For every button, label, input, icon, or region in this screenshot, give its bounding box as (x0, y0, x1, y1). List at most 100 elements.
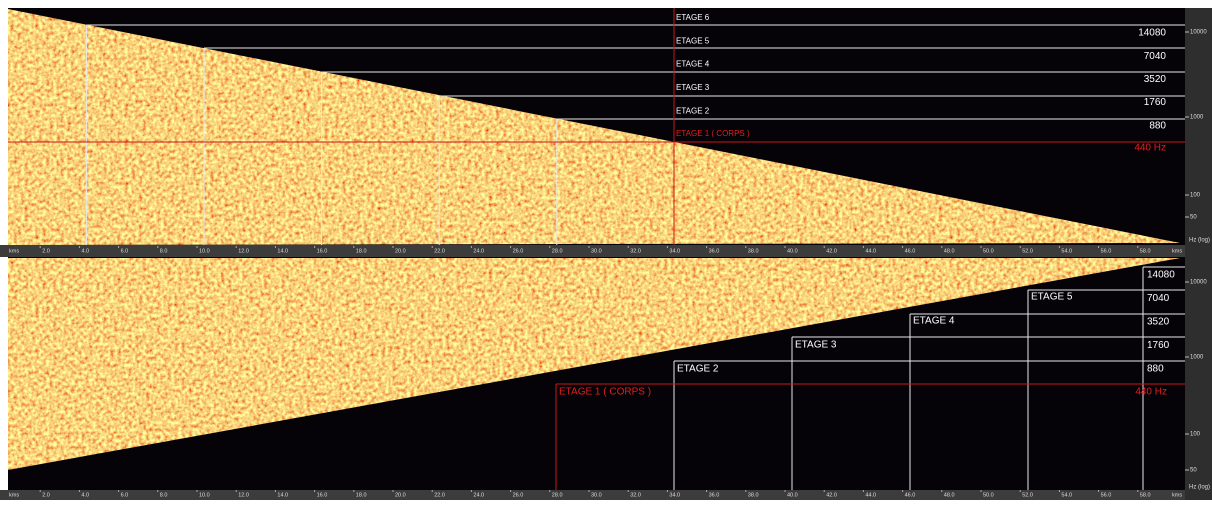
time-tick-label: 26.0 (513, 248, 524, 254)
time-tick-label: 44.0 (865, 248, 876, 254)
time-tick-label: 50.0 (983, 492, 994, 498)
time-tick-label: 34.0 (669, 492, 680, 498)
time-tick-label: 28.0 (552, 248, 563, 254)
stage-label: ETAGE 4 (913, 316, 955, 327)
time-tick-label: 48.0 (944, 248, 955, 254)
frequency-label: 3520 (1147, 317, 1170, 328)
stage-label: ETAGE 2 (677, 364, 719, 375)
time-tick-label: 4.0 (81, 492, 89, 498)
time-tick-label: 40.0 (787, 492, 798, 498)
time-tick-label: 28.0 (552, 492, 563, 498)
top-time-axis (0, 245, 1185, 257)
frequency-label: 1760 (1147, 340, 1170, 351)
frequency-tick-label: 10000 (1190, 280, 1207, 286)
time-tick-label: 2.0 (42, 492, 50, 498)
time-tick-label: 20.0 (395, 248, 406, 254)
time-tick-label: 26.0 (513, 492, 524, 498)
time-tick-label: 44.0 (865, 492, 876, 498)
frequency-tick-label: 50 (1190, 215, 1197, 221)
bottom-frequency-axis (1185, 257, 1212, 500)
time-tick-label: 40.0 (787, 248, 798, 254)
time-tick-label: 48.0 (944, 492, 955, 498)
top-frequency-axis (1185, 8, 1212, 257)
time-tick-label: 38.0 (748, 492, 759, 498)
time-tick-label: 30.0 (591, 492, 602, 498)
bottom-spectrum (8, 258, 1180, 470)
time-tick-label: 36.0 (709, 492, 720, 498)
frequency-tick-label: 10000 (1190, 30, 1207, 36)
body-stage-label: ETAGE 1 ( CORPS ) (676, 129, 750, 138)
frequency-label: 880 (1147, 364, 1164, 375)
time-tick-label: 10.0 (199, 492, 210, 498)
axis-unit: kms (1172, 248, 1182, 254)
time-tick-label: 14.0 (277, 248, 288, 254)
time-tick-label: 56.0 (1101, 248, 1112, 254)
frequency-label: 7040 (1147, 293, 1170, 304)
time-tick-label: 56.0 (1101, 492, 1112, 498)
frequency-label: 14080 (1138, 28, 1166, 39)
frequency-label: 14080 (1147, 270, 1175, 281)
body-stage-label: ETAGE 1 ( CORPS ) (559, 387, 651, 398)
time-tick-label: 8.0 (160, 248, 168, 254)
time-tick-label: 36.0 (709, 248, 720, 254)
stage-label: ETAGE 6 (676, 13, 710, 22)
time-tick-label: 20.0 (395, 492, 406, 498)
time-tick-label: 54.0 (1061, 492, 1072, 498)
frequency-label: 1760 (1144, 97, 1167, 108)
time-tick-label: 24.0 (473, 248, 484, 254)
time-tick-label: 32.0 (630, 492, 641, 498)
time-tick-label: 8.0 (160, 492, 168, 498)
time-tick-label: 4.0 (81, 248, 89, 254)
time-tick-label: 54.0 (1061, 248, 1072, 254)
frequency-tick-label: 100 (1190, 432, 1201, 438)
base-frequency-label: 440 Hz (1135, 387, 1167, 398)
time-tick-label: 18.0 (356, 492, 367, 498)
time-tick-label: 22.0 (434, 492, 445, 498)
frequency-label: 7040 (1144, 51, 1167, 62)
time-tick-label: 50.0 (983, 248, 994, 254)
time-tick-label: 30.0 (591, 248, 602, 254)
frequency-axis-unit: Hz (log) (1189, 485, 1210, 491)
time-tick-label: 58.0 (1140, 492, 1151, 498)
stage-label: ETAGE 3 (795, 340, 837, 351)
time-tick-label: 58.0 (1140, 248, 1151, 254)
time-tick-label: 38.0 (748, 248, 759, 254)
axis-unit: kms (9, 248, 19, 254)
time-tick-label: 24.0 (473, 492, 484, 498)
stage-label: ETAGE 2 (676, 106, 710, 115)
time-tick-label: 12.0 (238, 248, 249, 254)
time-tick-label: 6.0 (121, 248, 129, 254)
time-tick-label: 46.0 (905, 248, 916, 254)
frequency-tick-label: 1000 (1190, 355, 1204, 361)
frequency-label: 880 (1149, 120, 1166, 131)
top-spectrum (8, 9, 1180, 245)
frequency-tick-label: 100 (1190, 193, 1201, 199)
time-tick-label: 10.0 (199, 248, 210, 254)
time-tick-label: 52.0 (1022, 248, 1033, 254)
time-tick-label: 22.0 (434, 248, 445, 254)
time-tick-label: 32.0 (630, 248, 641, 254)
frequency-tick-label: 50 (1190, 468, 1197, 474)
base-frequency-label: 440 Hz (1134, 143, 1166, 154)
stage-label: ETAGE 4 (676, 60, 710, 69)
frequency-tick-label: 1000 (1190, 115, 1204, 121)
time-tick-label: 2.0 (42, 248, 50, 254)
time-tick-label: 52.0 (1022, 492, 1033, 498)
time-tick-label: 14.0 (277, 492, 288, 498)
time-tick-label: 16.0 (317, 248, 328, 254)
time-tick-label: 16.0 (317, 492, 328, 498)
time-tick-label: 12.0 (238, 492, 249, 498)
frequency-axis-unit: Hz (log) (1189, 238, 1210, 244)
time-tick-label: 18.0 (356, 248, 367, 254)
time-tick-label: 42.0 (826, 492, 837, 498)
axis-unit: kms (9, 492, 19, 498)
time-tick-label: 34.0 (669, 248, 680, 254)
stage-label: ETAGE 5 (1031, 292, 1073, 303)
time-tick-label: 6.0 (121, 492, 129, 498)
frequency-label: 3520 (1144, 74, 1167, 85)
bottom-time-axis (0, 490, 1185, 500)
stage-label: ETAGE 3 (676, 83, 710, 92)
time-tick-label: 46.0 (905, 492, 916, 498)
time-tick-label: 42.0 (826, 248, 837, 254)
